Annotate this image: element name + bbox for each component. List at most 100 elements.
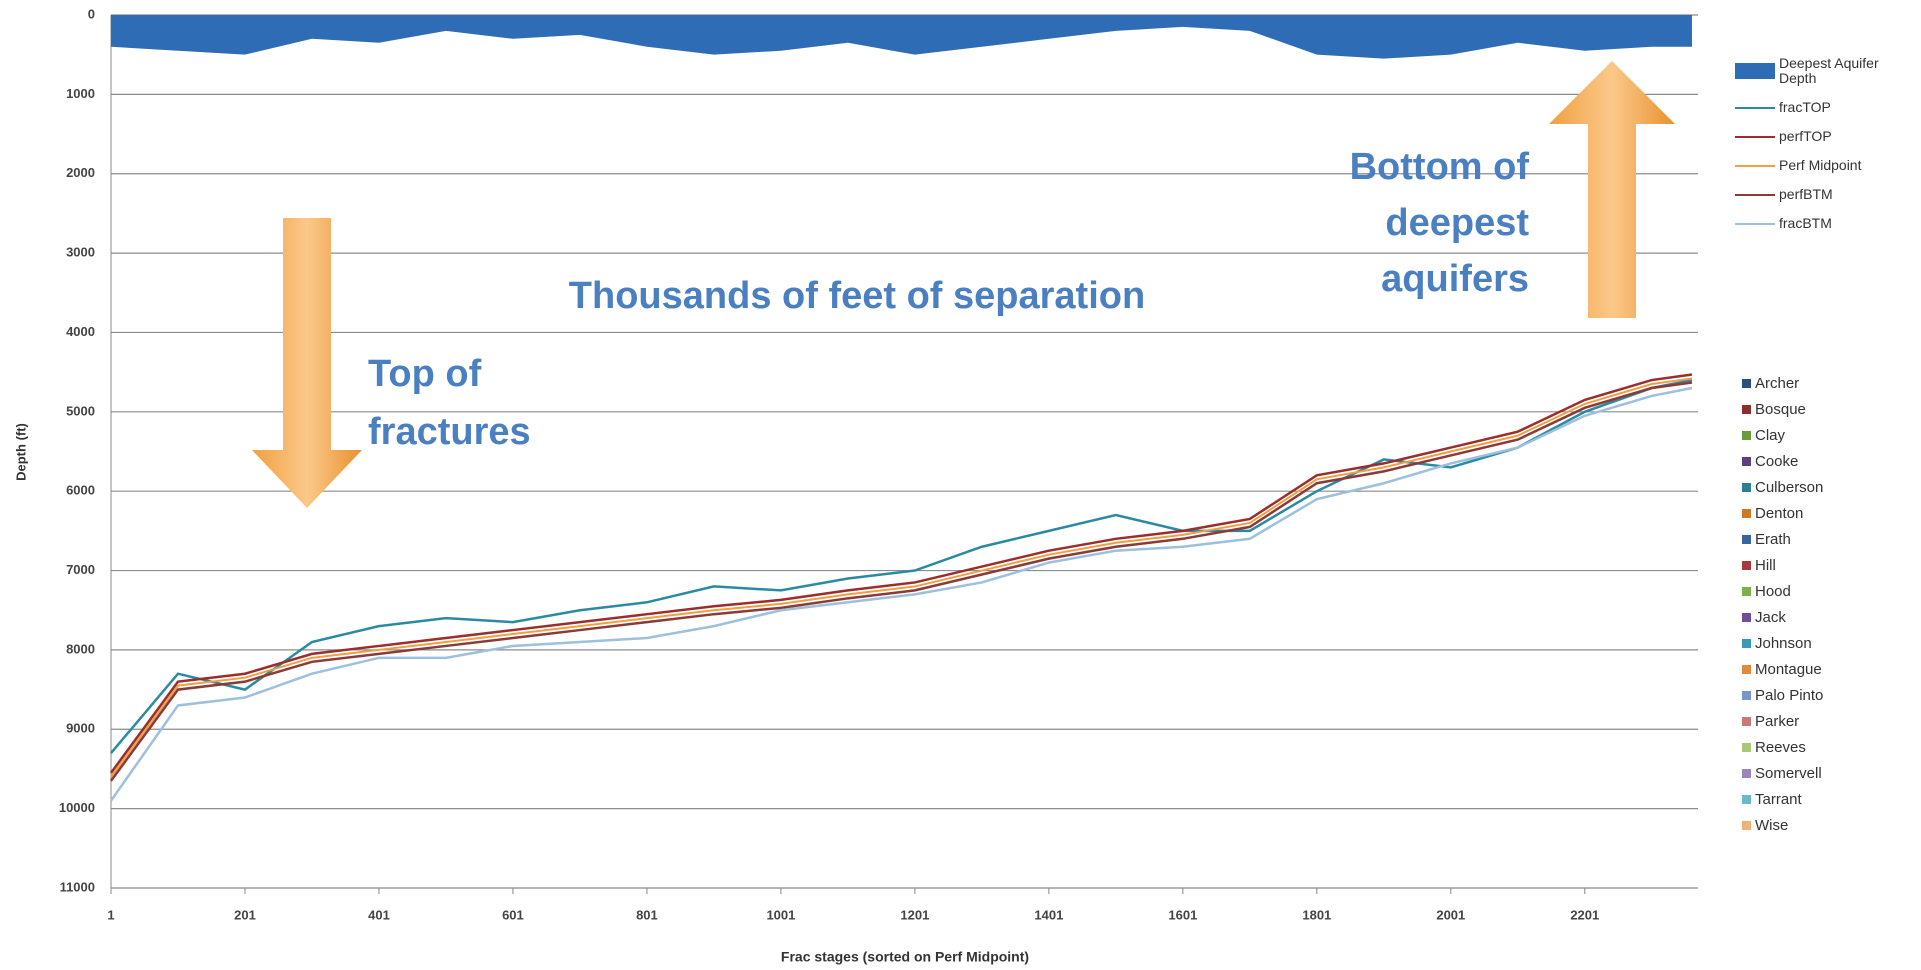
county-swatch	[1742, 612, 1751, 622]
county-label: Wise	[1755, 816, 1789, 834]
y-axis-label: Depth (ft)	[13, 423, 28, 481]
x-tick-label: 2001	[1436, 907, 1465, 922]
county-item: Palo Pinto	[1742, 682, 1823, 708]
x-tick-label: 201	[234, 907, 256, 922]
series-line	[109, 386, 1693, 802]
county-label: Parker	[1755, 712, 1800, 730]
y-tick-label: 6000	[66, 483, 95, 498]
legend-item: perfBTM	[1735, 187, 1915, 202]
county-item: Reeves	[1742, 734, 1823, 760]
x-tick-label: 2201	[1570, 907, 1599, 922]
annotation: aquifers	[1381, 258, 1529, 300]
y-tick-label: 9000	[66, 721, 95, 736]
legend-label: Perf Midpoint	[1779, 157, 1862, 173]
legend-swatch	[1735, 164, 1775, 167]
county-label: Cooke	[1755, 452, 1799, 470]
annotation: Thousands of feet of separation	[569, 275, 1145, 317]
y-tick-label: 11000	[60, 879, 95, 894]
county-item: Johnson	[1742, 630, 1823, 656]
county-label: Archer	[1755, 374, 1800, 392]
county-label: Somervell	[1755, 764, 1822, 782]
y-tick-label: 2000	[66, 165, 95, 180]
series-legend: Deepest Aquifer Depth fracTOP perfTOP Perf …	[1735, 56, 1915, 245]
legend-swatch	[1735, 63, 1775, 79]
county-label: Denton	[1755, 504, 1804, 522]
county-swatch	[1742, 534, 1751, 544]
county-label: Bosque	[1755, 400, 1806, 418]
county-swatch	[1742, 430, 1751, 440]
y-tick-label: 5000	[66, 403, 95, 418]
legend-item: Perf Midpoint	[1735, 158, 1915, 173]
y-tick-label: 0	[88, 6, 95, 21]
county-swatch	[1742, 794, 1751, 804]
county-label: Hood	[1755, 582, 1791, 600]
county-item: Cooke	[1742, 448, 1823, 474]
x-tick-label: 1601	[1168, 907, 1197, 922]
annotation: Bottom of	[1350, 146, 1530, 188]
county-swatch	[1742, 560, 1751, 570]
county-swatch	[1742, 716, 1751, 726]
county-item: Jack	[1742, 604, 1823, 630]
annotation: deepest	[1385, 202, 1529, 244]
x-tick-label: 401	[368, 907, 390, 922]
legend-item: Deepest Aquifer Depth	[1735, 56, 1915, 86]
legend-swatch	[1735, 193, 1775, 196]
legend-item: fracTOP	[1735, 100, 1915, 115]
county-item: Wise	[1742, 812, 1823, 838]
county-label: Clay	[1755, 426, 1786, 444]
series-line	[110, 378, 1693, 754]
county-legend: Archer Bosque Clay Cooke Culberson Denton Erat…	[1742, 370, 1823, 838]
series-line	[109, 381, 1693, 782]
x-tick-label: 1	[107, 907, 114, 922]
up-arrow	[1549, 61, 1675, 318]
legend-label: fracBTM	[1779, 215, 1832, 231]
county-item: Bosque	[1742, 396, 1823, 422]
y-tick-label: 8000	[66, 641, 95, 656]
county-item: Clay	[1742, 422, 1823, 448]
y-tick-label: 3000	[66, 245, 95, 260]
county-item: Archer	[1742, 370, 1823, 396]
y-tick-label: 1000	[66, 86, 95, 101]
y-tick-label: 4000	[66, 324, 95, 339]
legend-label: perfBTM	[1779, 186, 1833, 202]
county-swatch	[1742, 586, 1751, 596]
x-tick-label: 1001	[766, 907, 795, 922]
y-tick-label: 10000	[59, 800, 95, 815]
county-label: Culberson	[1755, 478, 1824, 496]
county-item: Erath	[1742, 526, 1823, 552]
x-tick-label: 1201	[900, 907, 929, 922]
county-swatch	[1742, 768, 1751, 778]
county-label: Erath	[1755, 530, 1791, 548]
county-item: Hood	[1742, 578, 1823, 604]
legend-item: fracBTM	[1735, 216, 1915, 231]
county-item: Denton	[1742, 500, 1823, 526]
county-label: Tarrant	[1755, 790, 1802, 808]
aquifer-area	[111, 15, 1692, 59]
county-label: Montague	[1755, 660, 1822, 678]
county-swatch	[1742, 378, 1751, 388]
legend-label: perfTOP	[1779, 128, 1832, 144]
x-axis-label: Frac stages (sorted on Perf Midpoint)	[781, 949, 1029, 965]
county-swatch	[1742, 404, 1751, 414]
down-arrow	[252, 218, 362, 508]
county-swatch	[1742, 742, 1751, 752]
county-swatch	[1742, 690, 1751, 700]
annotations: Thousands of feet of separation Top of fra…	[252, 61, 1675, 508]
annotation: fractures	[368, 411, 531, 453]
county-item: Montague	[1742, 656, 1823, 682]
county-label: Reeves	[1755, 738, 1806, 756]
x-tick-label: 801	[636, 907, 658, 922]
county-label: Jack	[1755, 608, 1786, 626]
series-line	[110, 377, 1693, 778]
county-item: Somervell	[1742, 760, 1823, 786]
county-swatch	[1742, 508, 1751, 518]
county-item: Hill	[1742, 552, 1823, 578]
county-item: Parker	[1742, 708, 1823, 734]
county-swatch	[1742, 664, 1751, 674]
legend-swatch	[1735, 135, 1775, 138]
x-tick-label: 1401	[1034, 907, 1063, 922]
x-tick-label: 1801	[1302, 907, 1331, 922]
county-label: Palo Pinto	[1755, 686, 1824, 704]
